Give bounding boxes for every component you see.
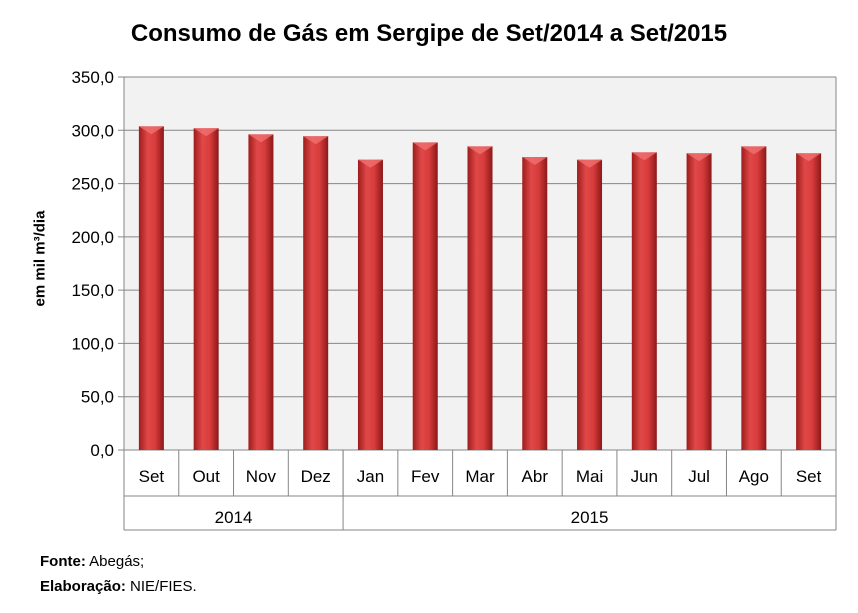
x-tick-label: Out: [192, 467, 220, 486]
bar: [686, 153, 712, 450]
bar-highlight: [522, 157, 548, 166]
x-tick-label: Nov: [246, 467, 277, 486]
y-tick-label: 150,0: [71, 281, 114, 300]
source-note: Fonte: Abegás;: [40, 553, 144, 570]
elaboration-label: Elaboração:: [40, 578, 126, 595]
x-tick-label: Jun: [631, 467, 658, 486]
y-tick-label: 200,0: [71, 228, 114, 247]
x-tick-label: Mai: [576, 467, 603, 486]
bar: [577, 159, 603, 450]
bar: [796, 153, 822, 450]
x-tick-label: Fev: [411, 467, 440, 486]
bar-highlight: [467, 146, 493, 155]
bar: [303, 136, 329, 450]
bar-highlight: [357, 159, 383, 168]
y-tick-label: 0,0: [90, 441, 114, 460]
bar-highlight: [796, 153, 822, 162]
x-tick-label: Set: [139, 467, 165, 486]
bar-highlight: [631, 152, 657, 161]
bar-highlight: [248, 134, 274, 143]
bar-highlight: [741, 146, 767, 155]
bar-highlight: [577, 159, 603, 168]
y-tick-label: 300,0: [71, 121, 114, 140]
bar-highlight: [193, 128, 219, 137]
bar: [138, 126, 164, 450]
bar: [248, 134, 274, 450]
x-tick-label: Jul: [688, 467, 710, 486]
x-tick-label: Jan: [357, 467, 384, 486]
y-tick-label: 50,0: [81, 388, 114, 407]
bar: [412, 142, 438, 450]
bar-highlight: [412, 142, 438, 151]
bar-highlight: [138, 126, 164, 135]
x-tick-label: Set: [796, 467, 822, 486]
y-tick-label: 250,0: [71, 175, 114, 194]
source-label: Fonte:: [40, 553, 86, 570]
bar: [522, 157, 548, 450]
elaboration-note: Elaboração: NIE/FIES.: [40, 578, 197, 595]
elaboration-value: NIE/FIES.: [130, 578, 197, 595]
x-tick-label: Dez: [301, 467, 331, 486]
group-label: 2015: [571, 508, 609, 527]
source-value: Abegás;: [89, 553, 145, 570]
bar: [467, 146, 493, 451]
bar: [741, 146, 767, 451]
x-tick-label: Ago: [739, 467, 769, 486]
x-tick-label: Abr: [522, 467, 549, 486]
bar-highlight: [303, 136, 329, 145]
bar: [631, 152, 657, 450]
chart-title: Consumo de Gás em Sergipe de Set/2014 a …: [130, 20, 728, 47]
bar: [357, 159, 383, 450]
y-tick-label: 350,0: [71, 68, 114, 87]
group-label: 2014: [215, 508, 253, 527]
bar: [193, 128, 219, 450]
bar-highlight: [686, 153, 712, 162]
y-tick-label: 100,0: [71, 334, 114, 353]
x-tick-label: Mar: [465, 467, 495, 486]
